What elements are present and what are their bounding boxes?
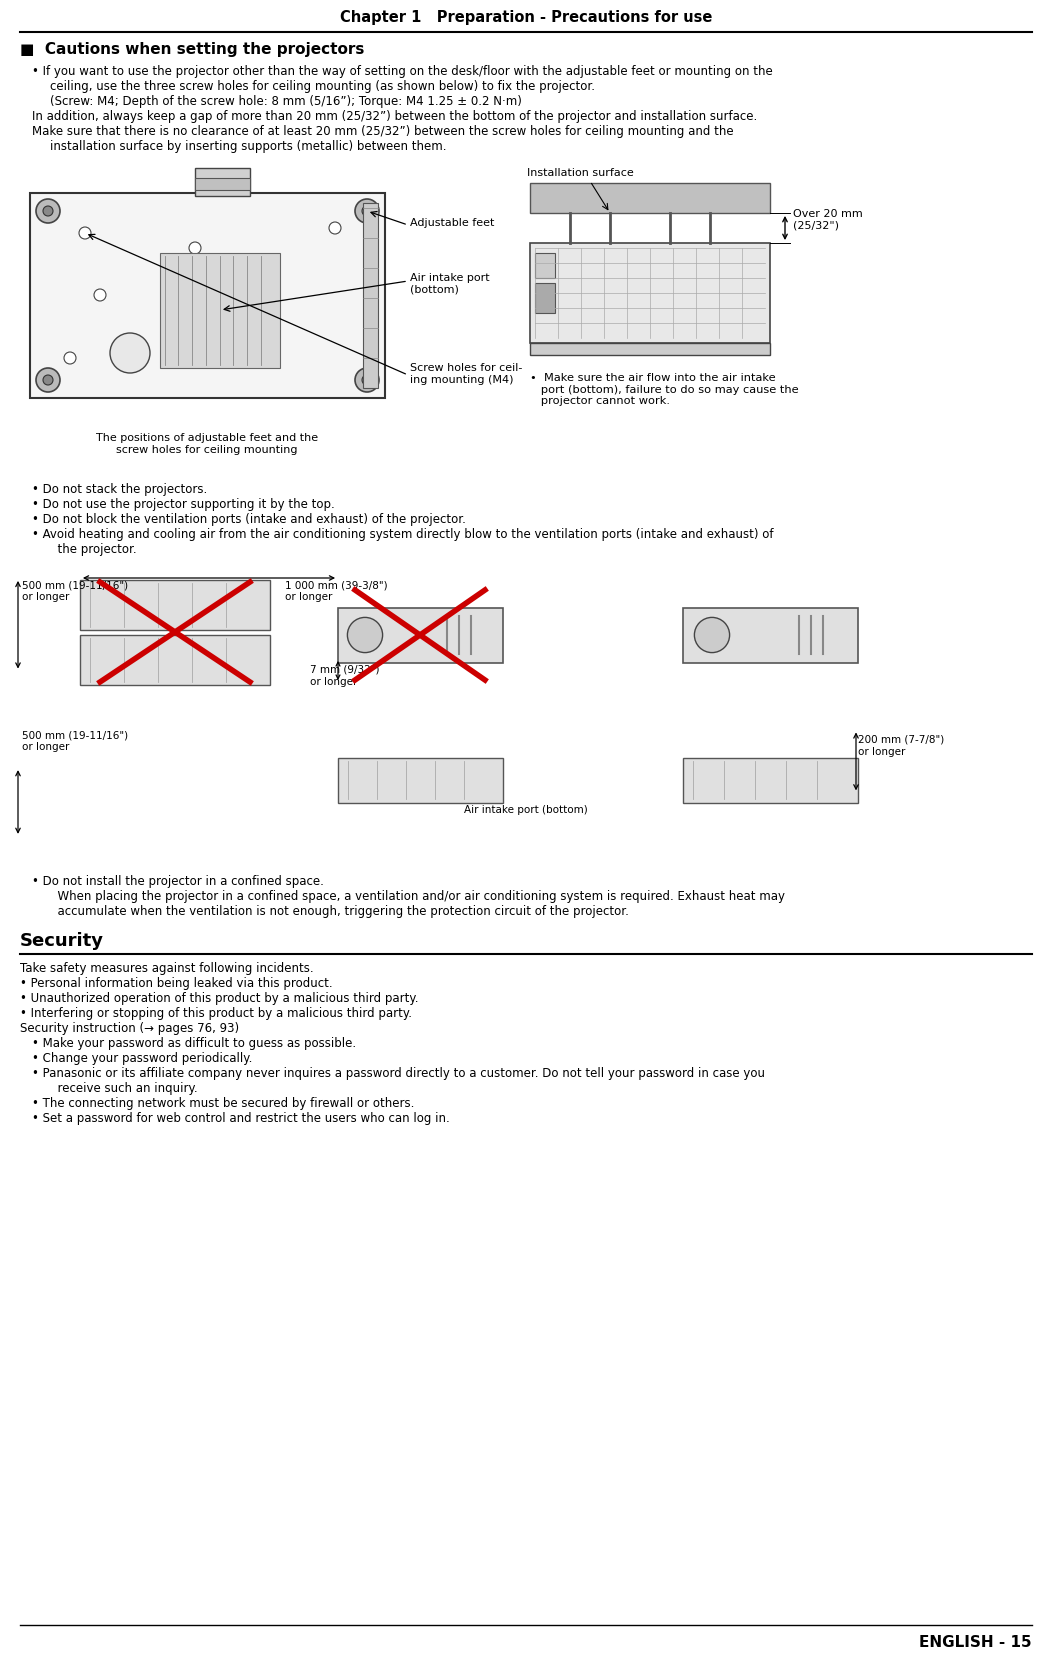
Bar — [338, 758, 503, 803]
Circle shape — [355, 367, 379, 392]
Circle shape — [362, 205, 372, 217]
Text: the projector.: the projector. — [50, 543, 137, 556]
Text: (Screw: M4; Depth of the screw hole: 8 mm (5/16”); Torque: M4 1.25 ± 0.2 N·m): (Screw: M4; Depth of the screw hole: 8 m… — [50, 94, 523, 108]
Text: ■  Cautions when setting the projectors: ■ Cautions when setting the projectors — [20, 41, 364, 56]
Text: Adjustable feet: Adjustable feet — [410, 218, 494, 228]
Bar — [80, 636, 270, 685]
Circle shape — [36, 199, 60, 223]
Text: The positions of adjustable feet and the
screw holes for ceiling mounting: The positions of adjustable feet and the… — [96, 434, 318, 455]
Text: • Interfering or stopping of this product by a malicious third party.: • Interfering or stopping of this produc… — [20, 1006, 412, 1019]
Text: • Avoid heating and cooling air from the air conditioning system directly blow t: • Avoid heating and cooling air from the… — [32, 528, 773, 541]
Bar — [338, 607, 503, 664]
Circle shape — [189, 242, 201, 253]
Circle shape — [43, 205, 53, 217]
Text: • Set a password for web control and restrict the users who can log in.: • Set a password for web control and res… — [32, 1112, 449, 1125]
Text: 7 mm (9/32")
or longer: 7 mm (9/32") or longer — [310, 665, 380, 687]
Text: Installation surface: Installation surface — [527, 169, 633, 179]
Text: 500 mm (19-11/16")
or longer: 500 mm (19-11/16") or longer — [22, 579, 128, 602]
Text: Air intake port
(bottom): Air intake port (bottom) — [410, 273, 489, 295]
Text: • Make your password as difficult to guess as possible.: • Make your password as difficult to gue… — [32, 1038, 356, 1049]
Text: Security: Security — [20, 932, 104, 950]
Bar — [530, 243, 770, 343]
Bar — [535, 283, 555, 313]
Circle shape — [43, 376, 53, 386]
Circle shape — [64, 353, 76, 364]
Text: 500 mm (19-11/16")
or longer: 500 mm (19-11/16") or longer — [22, 730, 128, 751]
Text: • Change your password periodically.: • Change your password periodically. — [32, 1053, 251, 1066]
Text: Air intake port (bottom): Air intake port (bottom) — [464, 804, 588, 814]
Text: Take safety measures against following incidents.: Take safety measures against following i… — [20, 962, 313, 975]
Bar — [80, 579, 270, 631]
Bar — [535, 253, 555, 278]
Circle shape — [694, 617, 730, 652]
Text: Screw holes for ceil-
ing mounting (M4): Screw holes for ceil- ing mounting (M4) — [410, 362, 523, 384]
Text: • Panasonic or its affiliate company never inquires a password directly to a cus: • Panasonic or its affiliate company nev… — [32, 1067, 765, 1081]
Text: •  Make sure the air flow into the air intake
   port (bottom), failure to do so: • Make sure the air flow into the air in… — [530, 372, 798, 405]
Bar — [683, 607, 858, 664]
Text: • Do not stack the projectors.: • Do not stack the projectors. — [32, 483, 207, 496]
Bar — [530, 184, 770, 213]
Text: ceiling, use the three screw holes for ceiling mounting (as shown below) to fix : ceiling, use the three screw holes for c… — [50, 79, 595, 93]
Circle shape — [347, 617, 383, 652]
Circle shape — [362, 376, 372, 386]
Text: Security instruction (→ pages 76, 93): Security instruction (→ pages 76, 93) — [20, 1023, 239, 1034]
Text: accumulate when the ventilation is not enough, triggering the protection circuit: accumulate when the ventilation is not e… — [50, 905, 629, 919]
Bar — [683, 758, 858, 803]
Circle shape — [110, 333, 150, 372]
Circle shape — [329, 222, 341, 233]
Circle shape — [355, 199, 379, 223]
Bar — [195, 179, 250, 190]
Bar — [195, 169, 250, 195]
Circle shape — [79, 227, 92, 238]
Text: • Do not block the ventilation ports (intake and exhaust) of the projector.: • Do not block the ventilation ports (in… — [32, 513, 465, 526]
Text: • If you want to use the projector other than the way of setting on the desk/flo: • If you want to use the projector other… — [32, 65, 772, 78]
Text: Make sure that there is no clearance of at least 20 mm (25/32”) between the scre: Make sure that there is no clearance of … — [32, 126, 733, 137]
Text: • Do not install the projector in a confined space.: • Do not install the projector in a conf… — [32, 875, 323, 889]
Bar — [160, 253, 280, 367]
Bar — [31, 194, 385, 397]
Text: ENGLISH - 15: ENGLISH - 15 — [919, 1635, 1032, 1650]
Bar — [363, 204, 378, 387]
Text: • Do not use the projector supporting it by the top.: • Do not use the projector supporting it… — [32, 498, 335, 511]
Circle shape — [36, 367, 60, 392]
Text: receive such an inquiry.: receive such an inquiry. — [50, 1082, 198, 1096]
Text: When placing the projector in a confined space, a ventilation and/or air conditi: When placing the projector in a confined… — [50, 890, 786, 904]
Text: Chapter 1   Preparation - Precautions for use: Chapter 1 Preparation - Precautions for … — [340, 10, 712, 25]
Text: 200 mm (7-7/8")
or longer: 200 mm (7-7/8") or longer — [858, 735, 945, 756]
Text: In addition, always keep a gap of more than 20 mm (25/32”) between the bottom of: In addition, always keep a gap of more t… — [32, 109, 756, 122]
Text: installation surface by inserting supports (metallic) between them.: installation surface by inserting suppor… — [50, 141, 447, 152]
Text: • The connecting network must be secured by firewall or others.: • The connecting network must be secured… — [32, 1097, 413, 1111]
Text: 1 000 mm (39-3/8")
or longer: 1 000 mm (39-3/8") or longer — [285, 579, 387, 602]
Circle shape — [94, 290, 106, 301]
Text: • Personal information being leaked via this product.: • Personal information being leaked via … — [20, 976, 332, 990]
Bar — [530, 343, 770, 356]
Text: Over 20 mm
(25/32"): Over 20 mm (25/32") — [793, 209, 863, 230]
Text: • Unauthorized operation of this product by a malicious third party.: • Unauthorized operation of this product… — [20, 991, 419, 1005]
